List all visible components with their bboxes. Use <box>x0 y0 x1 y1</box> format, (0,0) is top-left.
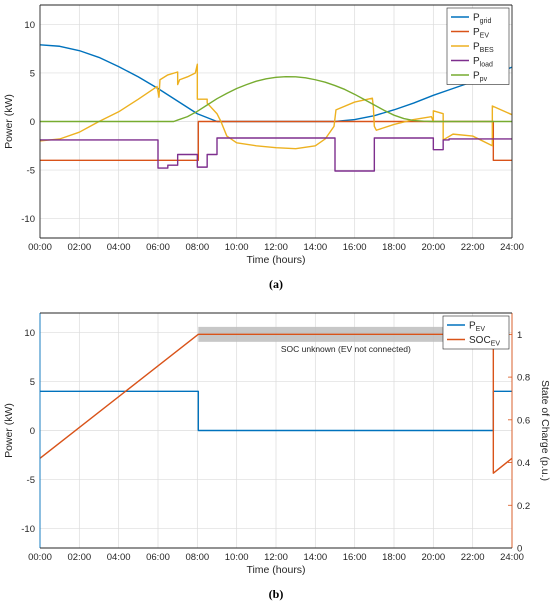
x-tick-label: 18:00 <box>382 242 406 253</box>
x-tick-label: 00:00 <box>28 552 52 563</box>
legend-entry: PEV <box>473 27 489 40</box>
soc-unknown-annotation: SOC unknown (EV not connected) <box>281 344 411 354</box>
x-tick-label: 12:00 <box>264 552 288 563</box>
x-tick-label: 20:00 <box>421 242 445 253</box>
x-tick-label: 16:00 <box>343 552 367 563</box>
y-axis-label: Power (kW) <box>3 403 15 458</box>
x-tick-label: 20:00 <box>421 552 445 563</box>
figure-caption: (a) <box>269 277 283 291</box>
x-tick-label: 24:00 <box>500 242 524 253</box>
x-tick-label: 22:00 <box>461 552 485 563</box>
series-line-p-load <box>40 137 512 172</box>
y-right-tick-label: 0 <box>517 544 522 555</box>
x-tick-label: 24:00 <box>500 552 524 563</box>
legend-entry: SOCEV <box>469 335 500 348</box>
x-tick-label: 16:00 <box>343 242 367 253</box>
y-right-tick-label: 0.4 <box>517 458 530 469</box>
x-tick-label: 06:00 <box>146 552 170 563</box>
y-tick-label: -5 <box>27 475 35 486</box>
y-right-tick-label: 0.8 <box>517 373 530 384</box>
series-line-p-pv <box>40 75 512 123</box>
y-tick-label: -10 <box>21 524 35 535</box>
y-tick-label: 10 <box>24 20 35 31</box>
y-tick-label: 0 <box>30 426 35 437</box>
x-tick-label: 00:00 <box>28 242 52 253</box>
y-right-tick-label: 1 <box>517 330 522 341</box>
chart-b: 00:00 02:00 04:00 06:00 08:00 10:00 12:00 14:00… <box>3 312 550 601</box>
x-tick-label: 08:00 <box>185 242 209 253</box>
x-tick-label: 12:00 <box>264 242 288 253</box>
x-tick-label: 14:00 <box>303 552 327 563</box>
x-axis-label: Time (hours) <box>246 254 305 266</box>
x-tick-label: 02:00 <box>67 552 91 563</box>
x-tick-label: 04:00 <box>107 552 131 563</box>
y-right-tick-label: 0.2 <box>517 501 530 512</box>
series-line-p-bes <box>40 63 512 150</box>
legend-entry: PBES <box>473 42 494 55</box>
y-tick-label: 5 <box>30 68 35 79</box>
y-tick-label: -10 <box>21 214 35 225</box>
chart-a: 00:00 02:00 04:00 06:00 08:00 10:00 12:00 14:00… <box>3 4 524 291</box>
y-axis-right-label: State of Charge (p.u.) <box>539 380 550 481</box>
x-tick-label: 18:00 <box>382 552 406 563</box>
x-tick-label: 10:00 <box>225 552 249 563</box>
x-axis-label: Time (hours) <box>246 564 305 576</box>
x-tick-label: 10:00 <box>225 242 249 253</box>
y-tick-label: -5 <box>27 166 35 177</box>
legend-entry: Pload <box>473 56 493 69</box>
legend-entry: Pgrid <box>473 13 491 26</box>
series-line-p-ev <box>40 390 512 432</box>
y-tick-label: 5 <box>30 377 35 388</box>
x-tick-label: 06:00 <box>146 242 170 253</box>
x-tick-label: 02:00 <box>67 242 91 253</box>
x-tick-label: 08:00 <box>185 552 209 563</box>
y-axis-label: Power (kW) <box>3 94 15 149</box>
figure-caption: (b) <box>269 587 284 601</box>
x-tick-label: 22:00 <box>461 242 485 253</box>
x-tick-label: 04:00 <box>107 242 131 253</box>
legend-entry: Ppv <box>473 71 488 84</box>
y-tick-label: 10 <box>24 328 35 339</box>
x-tick-label: 14:00 <box>303 242 327 253</box>
y-right-tick-label: 0.6 <box>517 415 530 426</box>
legend <box>442 315 510 350</box>
y-tick-label: 0 <box>30 117 35 128</box>
legend-entry: PEV <box>469 321 485 334</box>
series-line-p-ev <box>40 120 512 162</box>
